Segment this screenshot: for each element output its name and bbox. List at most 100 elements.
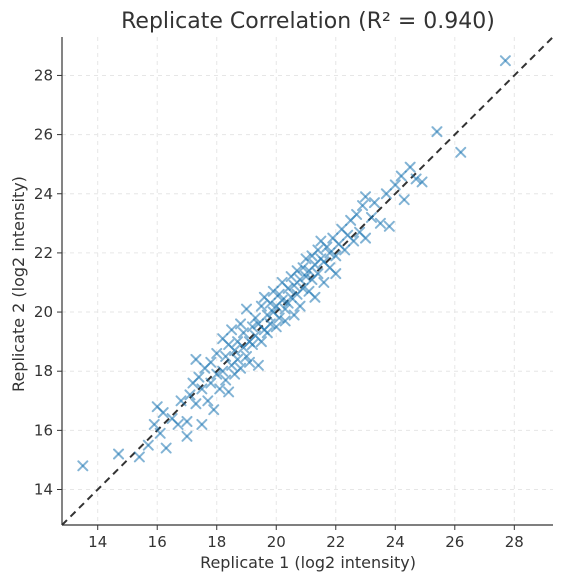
x-tick: 16 [148, 525, 167, 551]
data-point [380, 188, 392, 200]
data-point [223, 386, 235, 398]
data-point [261, 309, 273, 321]
data-point [154, 427, 166, 439]
data-point [330, 268, 342, 280]
data-point [270, 321, 282, 333]
x-tick: 24 [386, 525, 405, 551]
x-tick: 20 [267, 525, 286, 551]
y-tick: 20 [34, 303, 62, 321]
data-point [217, 365, 229, 377]
grid [62, 37, 553, 525]
data-point [273, 288, 285, 300]
data-point [205, 377, 217, 389]
data-point [455, 146, 467, 158]
data-point [232, 353, 244, 365]
data-point [300, 253, 312, 265]
data-point [214, 383, 226, 395]
data-point [300, 271, 312, 283]
y-tick: 14 [34, 481, 62, 499]
x-tick-label: 20 [267, 533, 286, 551]
data-point [175, 395, 187, 407]
data-point [279, 303, 291, 315]
x-tick-label: 24 [386, 533, 405, 551]
x-tick: 26 [445, 525, 464, 551]
data-point [276, 294, 288, 306]
x-tick-label: 22 [326, 533, 345, 551]
data-point [255, 300, 267, 312]
y-axis-ticks: 14 16 18 20 22 24 26 28 [34, 66, 62, 499]
data-point [383, 220, 395, 232]
data-point [360, 232, 372, 244]
data-point [193, 371, 205, 383]
data-point [238, 327, 250, 339]
data-point [246, 321, 258, 333]
data-point [330, 250, 342, 262]
x-tick-label: 18 [207, 533, 226, 551]
data-point [404, 161, 416, 173]
y-tick: 18 [34, 362, 62, 380]
x-tick: 14 [88, 525, 107, 551]
data-point [389, 179, 401, 191]
data-point [255, 336, 267, 348]
data-points [77, 55, 511, 472]
data-point [196, 383, 208, 395]
data-point [285, 291, 297, 303]
data-point [368, 197, 380, 209]
data-point [312, 268, 324, 280]
data-point [142, 439, 154, 451]
data-point [321, 241, 333, 253]
data-point [235, 362, 247, 374]
data-point [246, 339, 258, 351]
x-tick-label: 16 [148, 533, 167, 551]
data-point [133, 451, 145, 463]
data-point [291, 265, 303, 277]
y-tick-label: 16 [34, 421, 53, 439]
data-point [365, 211, 377, 223]
y-tick: 22 [34, 244, 62, 262]
data-point [348, 235, 360, 247]
data-point [282, 297, 294, 309]
data-point [229, 345, 241, 357]
data-point [267, 285, 279, 297]
data-point [279, 315, 291, 327]
y-axis-label: Replicate 2 (log2 intensity) [9, 176, 28, 392]
data-point [294, 300, 306, 312]
y-tick: 16 [34, 421, 62, 439]
chart-title: Replicate Correlation (R² = 0.940) [121, 9, 495, 34]
data-point [226, 324, 238, 336]
y-tick-label: 18 [34, 362, 53, 380]
data-point [416, 176, 428, 188]
data-point [499, 55, 511, 67]
data-point [157, 407, 169, 419]
data-point [240, 350, 252, 362]
data-point [318, 276, 330, 288]
data-point [240, 303, 252, 315]
y-tick: 28 [34, 66, 62, 84]
y-tick-label: 14 [34, 481, 53, 499]
data-point [398, 194, 410, 206]
data-point [395, 170, 407, 182]
x-axis-label: Replicate 1 (log2 intensity) [200, 553, 416, 572]
x-tick: 28 [505, 525, 524, 551]
y-tick: 24 [34, 185, 62, 203]
x-tick-label: 14 [88, 533, 107, 551]
y-tick: 26 [34, 126, 62, 144]
data-point [261, 327, 273, 339]
data-point [410, 173, 422, 185]
data-point [148, 418, 160, 430]
axis-spines [61, 37, 553, 526]
identity-reference-line [61, 36, 554, 526]
data-point [220, 374, 232, 386]
data-point [208, 404, 220, 416]
data-point [273, 312, 285, 324]
data-point [220, 350, 232, 362]
data-point [297, 262, 309, 274]
data-point [294, 274, 306, 286]
data-point [282, 282, 294, 294]
y-tick-label: 20 [34, 303, 53, 321]
data-point [77, 460, 89, 472]
data-point [202, 395, 214, 407]
data-point [264, 318, 276, 330]
data-point [243, 356, 255, 368]
